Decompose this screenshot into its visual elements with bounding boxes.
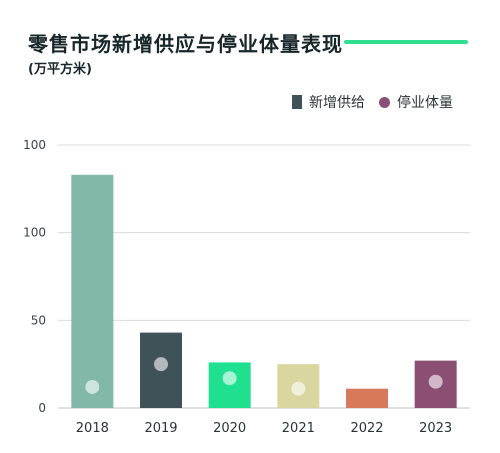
bar-supply-2020 xyxy=(208,362,251,408)
legend-item-closure: 停业体量 xyxy=(379,92,453,112)
x-tick-label: 2022 xyxy=(350,421,383,436)
y-tick-label: 50 xyxy=(31,313,46,327)
legend-label-supply: 新增供给 xyxy=(309,95,365,111)
x-tick-label: 2019 xyxy=(144,421,177,436)
y-tick-label: 100 xyxy=(23,226,46,240)
chart-title: 零售市场新增供应与停业体量表现 xyxy=(28,32,343,56)
marker-closure-2018 xyxy=(85,379,100,394)
marker-closure-2022 xyxy=(360,367,374,382)
x-tick-label: 2020 xyxy=(213,421,246,436)
legend-swatch-supply xyxy=(292,95,302,109)
legend-item-supply: 新增供给 xyxy=(292,92,365,112)
marker-closure-2021 xyxy=(291,381,306,396)
marker-closure-2023 xyxy=(428,374,443,389)
x-tick-label: 2023 xyxy=(419,421,452,436)
bar-supply-2018 xyxy=(71,174,114,408)
x-tick-label: 2018 xyxy=(76,421,109,436)
x-tick-label: 2021 xyxy=(282,421,315,436)
legend-label-closure: 停业体量 xyxy=(397,95,453,111)
legend-dot-closure xyxy=(379,96,390,108)
title-accent-line xyxy=(344,40,468,44)
marker-closure-2020 xyxy=(222,371,237,386)
bar-supply-2022 xyxy=(346,388,388,408)
marker-closure-2019 xyxy=(154,357,168,372)
legend: 新增供给 停业体量 xyxy=(292,92,467,112)
y-tick-label: 100 xyxy=(23,138,46,152)
y-tick-label: 0 xyxy=(38,401,46,415)
chart-unit: (万平方米) xyxy=(28,62,92,77)
